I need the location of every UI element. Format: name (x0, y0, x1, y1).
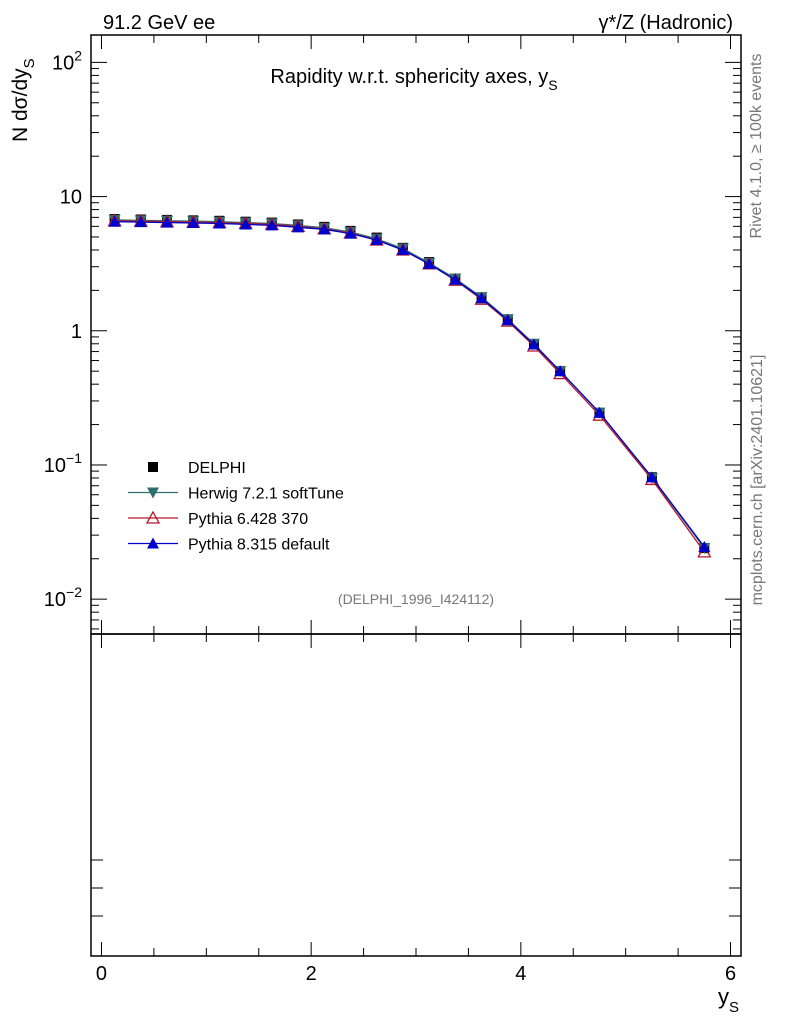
legend-label: Pythia 8.315 default (188, 537, 330, 554)
legend-label: DELPHI (188, 460, 246, 477)
y-tick-label: 10 (60, 187, 82, 209)
chart-title: Rapidity w.r.t. sphericity axes, yS (270, 66, 557, 93)
data-point (213, 217, 226, 229)
y-tick-exponent: −1 (66, 450, 82, 466)
legend-marker (148, 462, 158, 472)
legend-entry: Pythia 8.315 default (128, 537, 330, 554)
data-point (475, 292, 488, 304)
y-tick-exponent: −2 (66, 584, 82, 600)
x-tick-label: 2 (306, 963, 317, 985)
chart-title-subscript: S (548, 77, 557, 93)
x-tick-label: 0 (96, 963, 107, 985)
data-point (187, 217, 200, 229)
data-point (593, 406, 606, 418)
x-axis-label: yS (718, 984, 739, 1016)
data-point (344, 227, 357, 239)
x-axis-label-subscript: S (729, 999, 739, 1016)
y-tick-exponent: 2 (74, 47, 82, 63)
x-axis-label-main: y (718, 984, 729, 1009)
data-point (698, 540, 711, 552)
legend-label: Herwig 7.2.1 softTune (188, 486, 344, 503)
data-point (501, 314, 514, 326)
legend-marker (147, 487, 159, 499)
energy-label: 91.2 GeV ee (103, 12, 215, 34)
y-axis-label-subscript: S (21, 58, 38, 68)
data-point (449, 273, 462, 285)
data-point (396, 243, 409, 255)
y-tick-label: 10−1 (44, 450, 82, 477)
data-point (318, 223, 331, 235)
data-point (265, 219, 278, 231)
data-point (108, 215, 121, 227)
data-point (554, 365, 567, 377)
ratio-y-ticks (91, 859, 741, 917)
x-tick-label: 4 (515, 963, 526, 985)
process-label: γ*/Z (Hadronic) (599, 12, 733, 34)
data-point (527, 338, 540, 350)
data-point (292, 221, 305, 233)
analysis-id: (DELPHI_1996_I424112) (338, 591, 494, 607)
y-tick-label: 102 (52, 47, 82, 74)
y-tick-base: 10 (44, 455, 66, 477)
x-tick-label: 6 (725, 963, 736, 985)
legend-entry: DELPHI (148, 460, 246, 477)
legend: DELPHI Herwig 7.2.1 softTune Pythia 6.428 … (128, 460, 344, 554)
y-tick-base: 1 (71, 321, 82, 343)
legend-marker (147, 537, 159, 549)
legend-entry: Herwig 7.2.1 softTune (128, 486, 344, 503)
series-3 (108, 215, 711, 552)
y-axis-label: N dσ/dyS (9, 58, 38, 142)
legend-entry: Pythia 6.428 370 (128, 510, 308, 528)
mcplots-label: mcplots.cern.ch [arXiv:2401.10621] (749, 355, 766, 606)
legend-marker (145, 510, 161, 524)
y-tick-label: 1 (71, 321, 82, 343)
data-point (370, 233, 383, 245)
rivet-label: Rivet 4.1.0, ≥ 100k events (748, 54, 765, 239)
data-point (645, 471, 658, 483)
data-point (134, 216, 147, 228)
data-point (239, 218, 252, 230)
y-tick-base: 10 (60, 187, 82, 209)
data-point (423, 257, 436, 269)
series-group (107, 213, 712, 558)
chart-title-main: Rapidity w.r.t. sphericity axes, y (270, 66, 548, 88)
x-ticks: 0 2 4 6 (96, 35, 736, 985)
y-tick-base: 10 (52, 52, 74, 74)
ratio-panel-frame (90, 633, 742, 957)
series-2 (107, 213, 712, 558)
y-tick-label: 10−2 (44, 584, 82, 611)
data-point (161, 216, 174, 228)
y-axis-label-main: N dσ/dy (9, 68, 32, 142)
series-1 (108, 214, 711, 555)
y-tick-base: 10 (44, 589, 66, 611)
legend-label: Pythia 6.428 370 (188, 511, 308, 528)
